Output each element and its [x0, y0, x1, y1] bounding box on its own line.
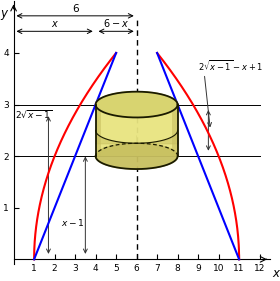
Text: $2\sqrt{x-1}-x+1$: $2\sqrt{x-1}-x+1$ — [198, 59, 263, 73]
Text: $6-x$: $6-x$ — [103, 17, 129, 29]
Text: 6: 6 — [72, 4, 78, 14]
Text: x: x — [52, 19, 57, 29]
Polygon shape — [95, 105, 101, 156]
Text: $2\sqrt{x-1}$: $2\sqrt{x-1}$ — [15, 108, 53, 120]
Text: $x-1$: $x-1$ — [61, 217, 84, 228]
Text: x: x — [272, 267, 279, 280]
Polygon shape — [95, 105, 178, 156]
Text: y: y — [1, 6, 8, 20]
Polygon shape — [172, 105, 178, 156]
Polygon shape — [95, 92, 178, 117]
Polygon shape — [95, 143, 178, 169]
